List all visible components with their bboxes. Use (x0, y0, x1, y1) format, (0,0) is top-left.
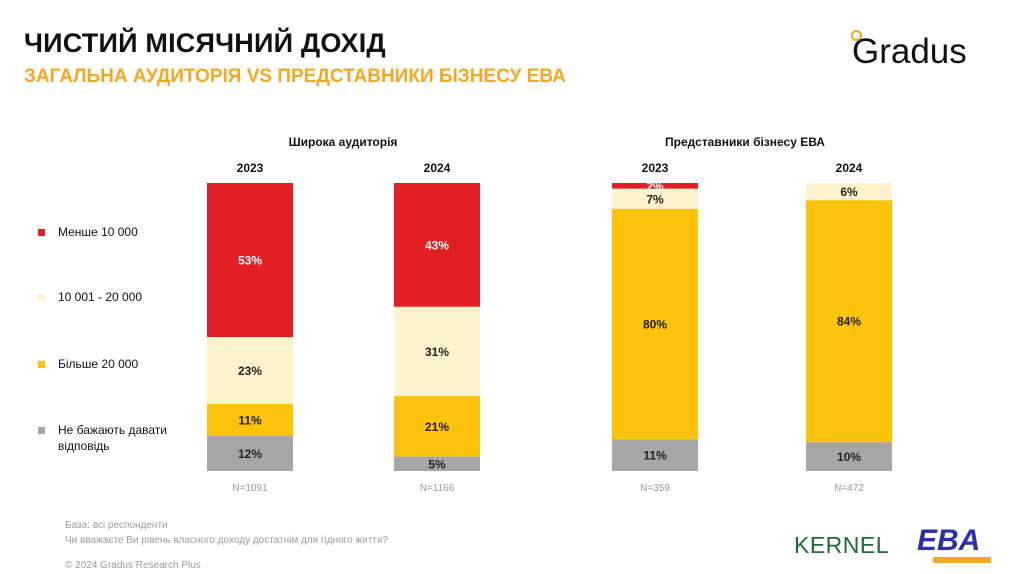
kernel-logo: KERNEL (794, 532, 890, 558)
bar-year-label: 2024 (424, 161, 451, 175)
legend-label: Не бажають давати відповідь (58, 423, 167, 453)
legend-swatch (38, 427, 45, 434)
footnote-base: База: всі респонденти (65, 520, 168, 531)
bar-segment (207, 404, 293, 437)
bar-segment (394, 456, 480, 471)
data-label: 6% (840, 185, 858, 199)
legend-label: Менше 10 000 (58, 225, 138, 239)
bar-segment (207, 183, 293, 338)
data-label: 10% (837, 450, 861, 464)
bar-segment (207, 337, 293, 405)
data-label: 11% (643, 449, 667, 463)
bar-segment (612, 439, 698, 471)
data-label: 7% (646, 192, 664, 206)
copyright: © 2024 Gradus Research Plus (65, 560, 201, 571)
sample-size-label: N=472 (834, 483, 864, 494)
sample-size-label: N=1166 (420, 483, 455, 494)
bar-segment (806, 200, 892, 443)
bar-segment (612, 188, 698, 209)
bar-segment (394, 396, 480, 457)
data-label: 53% (238, 254, 262, 268)
bar-segment (806, 183, 892, 201)
data-label: 12% (238, 447, 262, 461)
footnote-question: Чи вважаєте Ви рівень власного доходу до… (65, 535, 388, 546)
data-label: 43% (425, 238, 449, 252)
page-subtitle: ЗАГАЛЬНА АУДИТОРІЯ VS ПРЕДСТАВНИКИ БІЗНЕ… (24, 66, 566, 87)
data-label: 23% (238, 364, 262, 378)
data-label: 80% (643, 318, 667, 332)
bar-segment (612, 208, 698, 440)
bar-segment (394, 183, 480, 307)
sample-size-label: N=359 (640, 483, 670, 494)
bar-year-label: 2023 (642, 161, 669, 175)
legend-swatch (38, 294, 45, 301)
eba-logo: EBA (915, 524, 991, 564)
data-label: 21% (425, 420, 449, 434)
bar-segment (394, 306, 480, 397)
data-label: 5% (428, 457, 446, 471)
data-label: 31% (425, 345, 449, 359)
data-label: 11% (238, 414, 262, 428)
bar-year-label: 2023 (237, 161, 264, 175)
legend-swatch (38, 229, 45, 236)
page-title: ЧИСТИЙ МІСЯЧНИЙ ДОХІД (24, 28, 386, 58)
legend-label: Більше 20 000 (58, 357, 138, 371)
bar-year-label: 2024 (836, 161, 863, 175)
bar-segment (207, 436, 293, 471)
gradus-logo: Gradus (851, 30, 967, 71)
stacked-bar-chart: Широка аудиторія Представники бізнесу ЕВА… (38, 135, 892, 494)
legend-swatch (38, 361, 45, 368)
data-label: 84% (837, 315, 861, 329)
group-title: Представники бізнесу ЕВА (665, 135, 825, 149)
bar-segment (806, 442, 892, 471)
group-title: Широка аудиторія (289, 135, 398, 149)
bar-segment (612, 183, 698, 189)
legend-label: 10 001 - 20 000 (58, 290, 142, 304)
sample-size-label: N=1091 (232, 483, 268, 494)
